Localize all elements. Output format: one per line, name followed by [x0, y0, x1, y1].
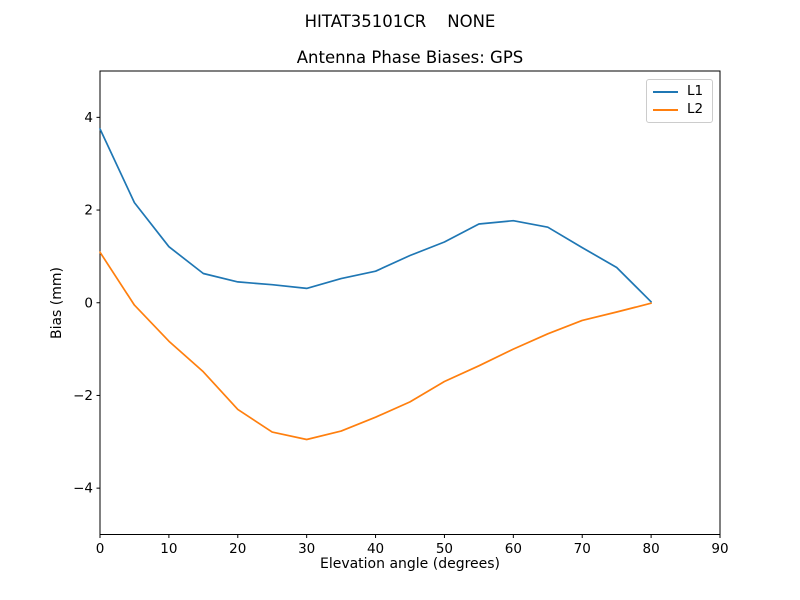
y-tick-label: 4	[84, 110, 93, 126]
x-tick-label: 70	[574, 541, 591, 557]
y-tick-label: 0	[84, 295, 93, 311]
l2-line-swatch	[653, 108, 678, 111]
x-tick-label: 90	[711, 541, 728, 557]
legend: L1 L2	[646, 79, 713, 123]
x-tick-label: 80	[643, 541, 660, 557]
axes-frame	[99, 70, 721, 535]
y-axis-label: Bias (mm)	[49, 266, 65, 340]
y-tick-label: −2	[73, 388, 93, 404]
x-tick-label: 0	[96, 541, 105, 557]
legend-item-l2: L2	[653, 103, 706, 117]
legend-label-l1: L1	[687, 83, 704, 100]
figure-suptitle: HITAT35101CR NONE	[304, 12, 496, 31]
legend-item-l1: L1	[653, 85, 706, 99]
x-tick-label: 20	[229, 541, 246, 557]
x-tick-label: 10	[160, 541, 177, 557]
series-line-l1	[99, 128, 652, 303]
x-tick-label: 30	[298, 541, 315, 557]
axes-title: Antenna Phase Biases: GPS	[296, 48, 524, 67]
x-tick-label: 50	[436, 541, 453, 557]
series-line-l2	[99, 251, 652, 441]
x-tick-label: 40	[367, 541, 384, 557]
legend-label-l2: L2	[687, 101, 704, 118]
l1-line-swatch	[653, 91, 678, 94]
y-tick-label: −4	[73, 481, 93, 497]
y-tick-label: 2	[84, 203, 93, 219]
x-tick-label: 60	[505, 541, 522, 557]
x-axis-label: Elevation angle (degrees)	[319, 556, 501, 572]
